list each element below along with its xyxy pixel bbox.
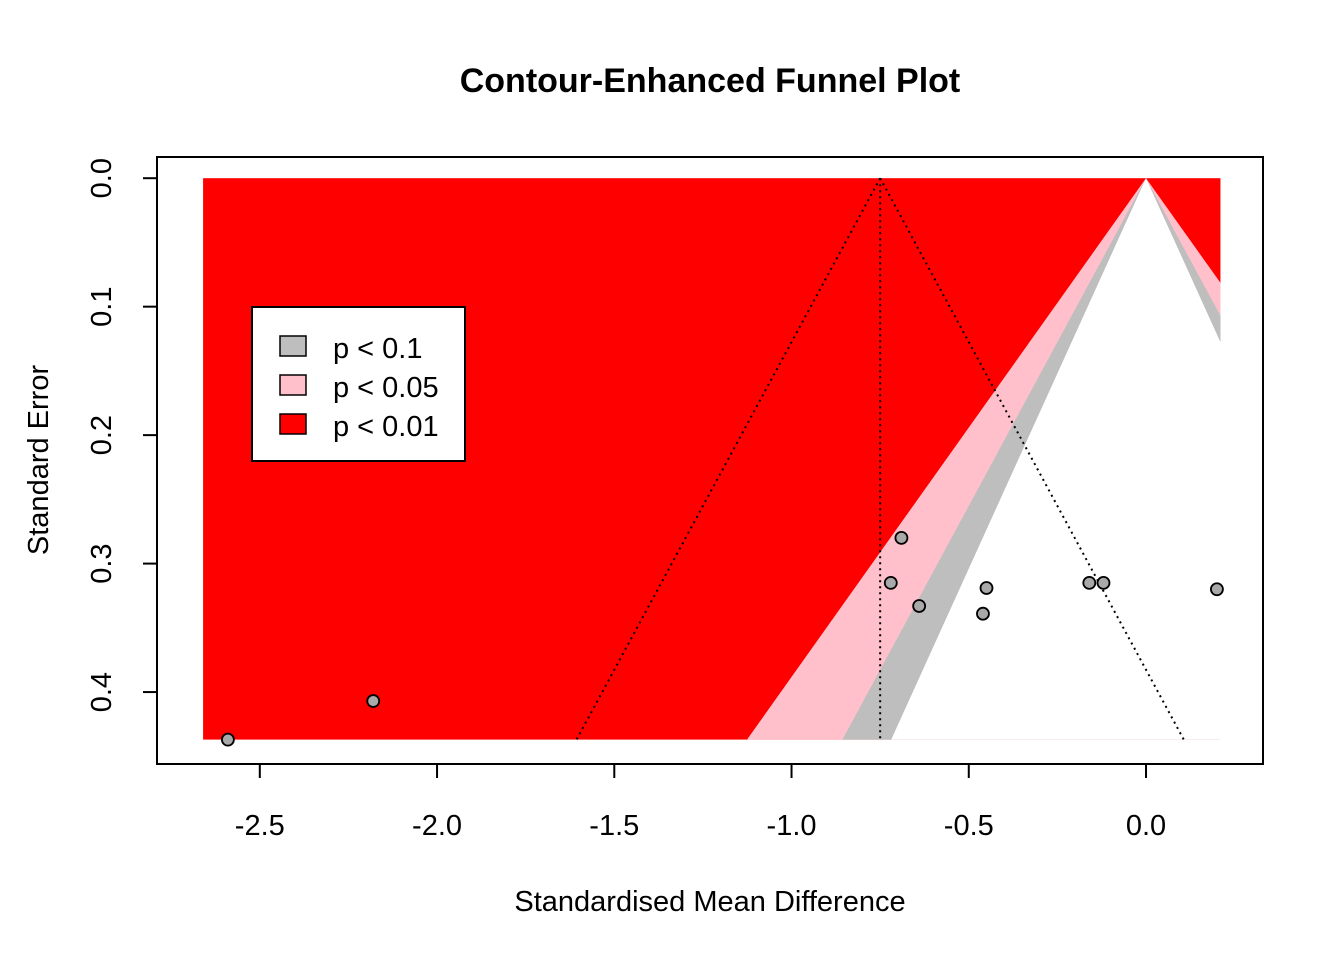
x-tick-label: -1.5 [589,810,639,842]
y-axis-label: Standard Error [23,365,55,556]
y-tick-label: 0.0 [86,158,118,198]
data-point-4 [883,575,898,590]
plot-area [203,177,1224,747]
contour-region-nonsignificant [891,178,1221,740]
data-point-1 [220,732,235,747]
legend-swatch-p005 [279,374,307,396]
data-point-2 [366,694,381,708]
x-axis-label: Standardised Mean Difference [514,886,905,918]
y-tick-label: 0.1 [86,287,118,327]
x-tick-label: -1.0 [767,810,817,842]
y-tick-label: 0.4 [86,672,118,712]
legend-label-p005: p < 0.05 [333,372,439,404]
data-point-7 [976,606,990,621]
funnel-right-line [879,177,1185,741]
data-point-8 [1082,575,1097,590]
x-tick-label: 0.0 [1126,810,1166,842]
x-tick-label: -2.0 [412,810,462,842]
legend-swatch-p01 [279,335,307,357]
data-point-9 [1096,575,1111,590]
funnel-lines [575,177,1185,741]
y-tick-label: 0.2 [86,415,118,455]
x-axis: -2.5 -2.0 -1.5 -1.0 -0.5 0.0 [235,763,1166,842]
funnel-left-line [575,177,882,741]
chart-title: Contour-Enhanced Funnel Plot [460,62,961,100]
legend-swatch-p001 [279,413,307,435]
data-point-3 [894,531,909,545]
x-tick-label: -0.5 [944,810,994,842]
legend-box [251,306,466,462]
contour-layer [203,178,1221,740]
y-tick-label: 0.3 [86,543,118,583]
data-point-6 [979,581,994,595]
data-point-10 [1210,582,1224,597]
legend-label-p01: p < 0.1 [333,333,423,365]
data-points [220,531,1224,747]
legend: p < 0.1 p < 0.05 p < 0.01 [251,306,466,462]
y-axis: 0.0 0.1 0.2 0.3 0.4 [86,158,158,712]
x-tick-label: -2.5 [235,810,285,842]
legend-label-p001: p < 0.01 [333,411,439,443]
data-point-5 [912,599,927,613]
